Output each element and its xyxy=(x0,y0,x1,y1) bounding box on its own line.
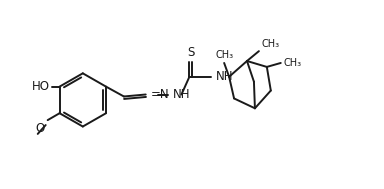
Text: =N: =N xyxy=(151,88,169,101)
Text: NH: NH xyxy=(216,70,234,83)
Text: HO: HO xyxy=(31,80,50,93)
Text: S: S xyxy=(187,46,195,59)
Text: NH: NH xyxy=(172,88,190,101)
Text: O: O xyxy=(35,122,45,135)
Text: CH₃: CH₃ xyxy=(215,50,233,60)
Text: CH₃: CH₃ xyxy=(284,58,302,68)
Text: CH₃: CH₃ xyxy=(262,39,280,49)
